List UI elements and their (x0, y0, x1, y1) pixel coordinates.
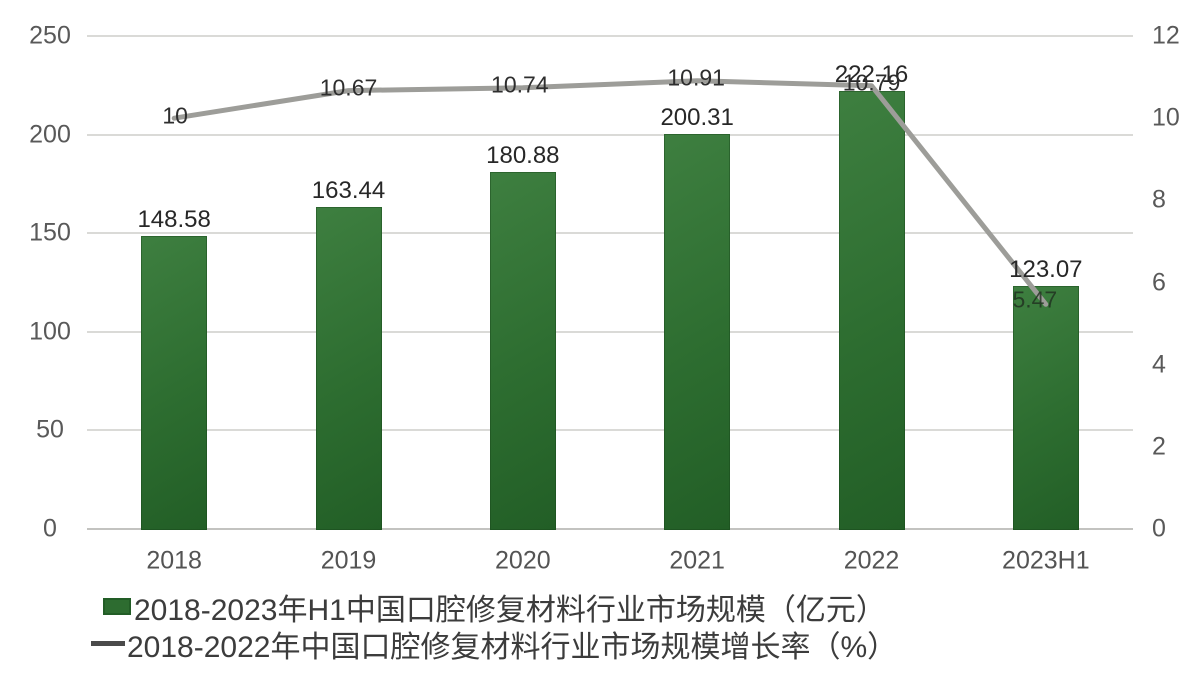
bar-2019 (315, 206, 382, 530)
line-value-label-2021: 10.91 (667, 64, 725, 91)
legend-item-market-size: 2018-2023年H1中国口腔修复材料行业市场规模（亿元） (103, 588, 897, 627)
left-axis-tick-200: 200 (29, 120, 71, 149)
right-axis-tick-6: 6 (1152, 268, 1166, 296)
x-tick-label-2023H1: 2023H1 (1002, 546, 1090, 575)
bar-series-label: 2018-2023年H1中国口腔修复材料行业市场规模（亿元） (134, 593, 886, 627)
grid-line-150 (87, 232, 1133, 235)
bar-series-swatch-icon (103, 598, 131, 615)
bar-value-label-2022: 222.16 (834, 60, 909, 88)
right-axis-tick-10: 10 (1152, 103, 1180, 132)
bar-value-label-2023H1: 123.07 (1009, 256, 1083, 284)
legend: 2018-2023年H1中国口腔修复材料行业市场规模（亿元） 2018-2022… (91, 588, 897, 664)
line-series-label: 2018-2022年中国口腔修复材料行业市场规模增长率（%） (127, 630, 898, 664)
bar-value-label-2021: 200.31 (660, 103, 734, 131)
grid-line-50 (87, 429, 1133, 432)
x-axis-line (87, 528, 1133, 530)
legend-item-growth-rate: 2018-2022年中国口腔修复材料行业市场规模增长率（%） (91, 625, 897, 664)
line-series-marker-icon (91, 641, 125, 646)
bar-2023H1 (1012, 286, 1079, 530)
line-value-label-2022: 10.79 (842, 69, 901, 96)
right-axis-tick-0: 0 (1152, 514, 1166, 543)
grid-line-100 (87, 330, 1133, 333)
line-value-label-2023H1: 5.47 (1012, 286, 1058, 313)
grid-line-250 (87, 35, 1133, 37)
line-value-label-2019: 10.67 (319, 74, 378, 101)
bar-2021 (664, 133, 731, 530)
right-axis-tick-4: 4 (1152, 350, 1166, 379)
line-value-label-2018: 10 (162, 102, 188, 129)
bar-value-label-2019: 163.44 (311, 176, 386, 204)
bar-value-label-2018: 148.58 (137, 206, 211, 233)
left-axis-tick-250: 250 (29, 21, 71, 50)
right-axis-tick-2: 2 (1152, 432, 1166, 461)
left-axis-tick-100: 100 (29, 317, 71, 346)
x-tick-label-2020: 2020 (495, 546, 551, 575)
line-value-label-2020: 10.74 (491, 71, 549, 98)
left-axis-tick-150: 150 (29, 218, 71, 247)
x-tick-label-2021: 2021 (669, 546, 725, 575)
right-axis-tick-12: 12 (1152, 21, 1180, 50)
grid-line-200 (87, 133, 1133, 136)
bar-2018 (141, 236, 208, 530)
growth-line (171, 78, 1049, 307)
right-axis-tick-8: 8 (1152, 185, 1166, 214)
bar-2022 (838, 90, 905, 530)
x-tick-label-2022: 2022 (843, 546, 900, 575)
bar-value-label-2020: 180.88 (486, 142, 560, 170)
left-axis-tick-50: 50 (36, 415, 64, 444)
x-tick-label-2018: 2018 (146, 546, 202, 575)
left-axis-tick-0: 0 (43, 514, 57, 543)
bar-2020 (489, 172, 556, 530)
x-tick-label-2019: 2019 (320, 546, 377, 575)
